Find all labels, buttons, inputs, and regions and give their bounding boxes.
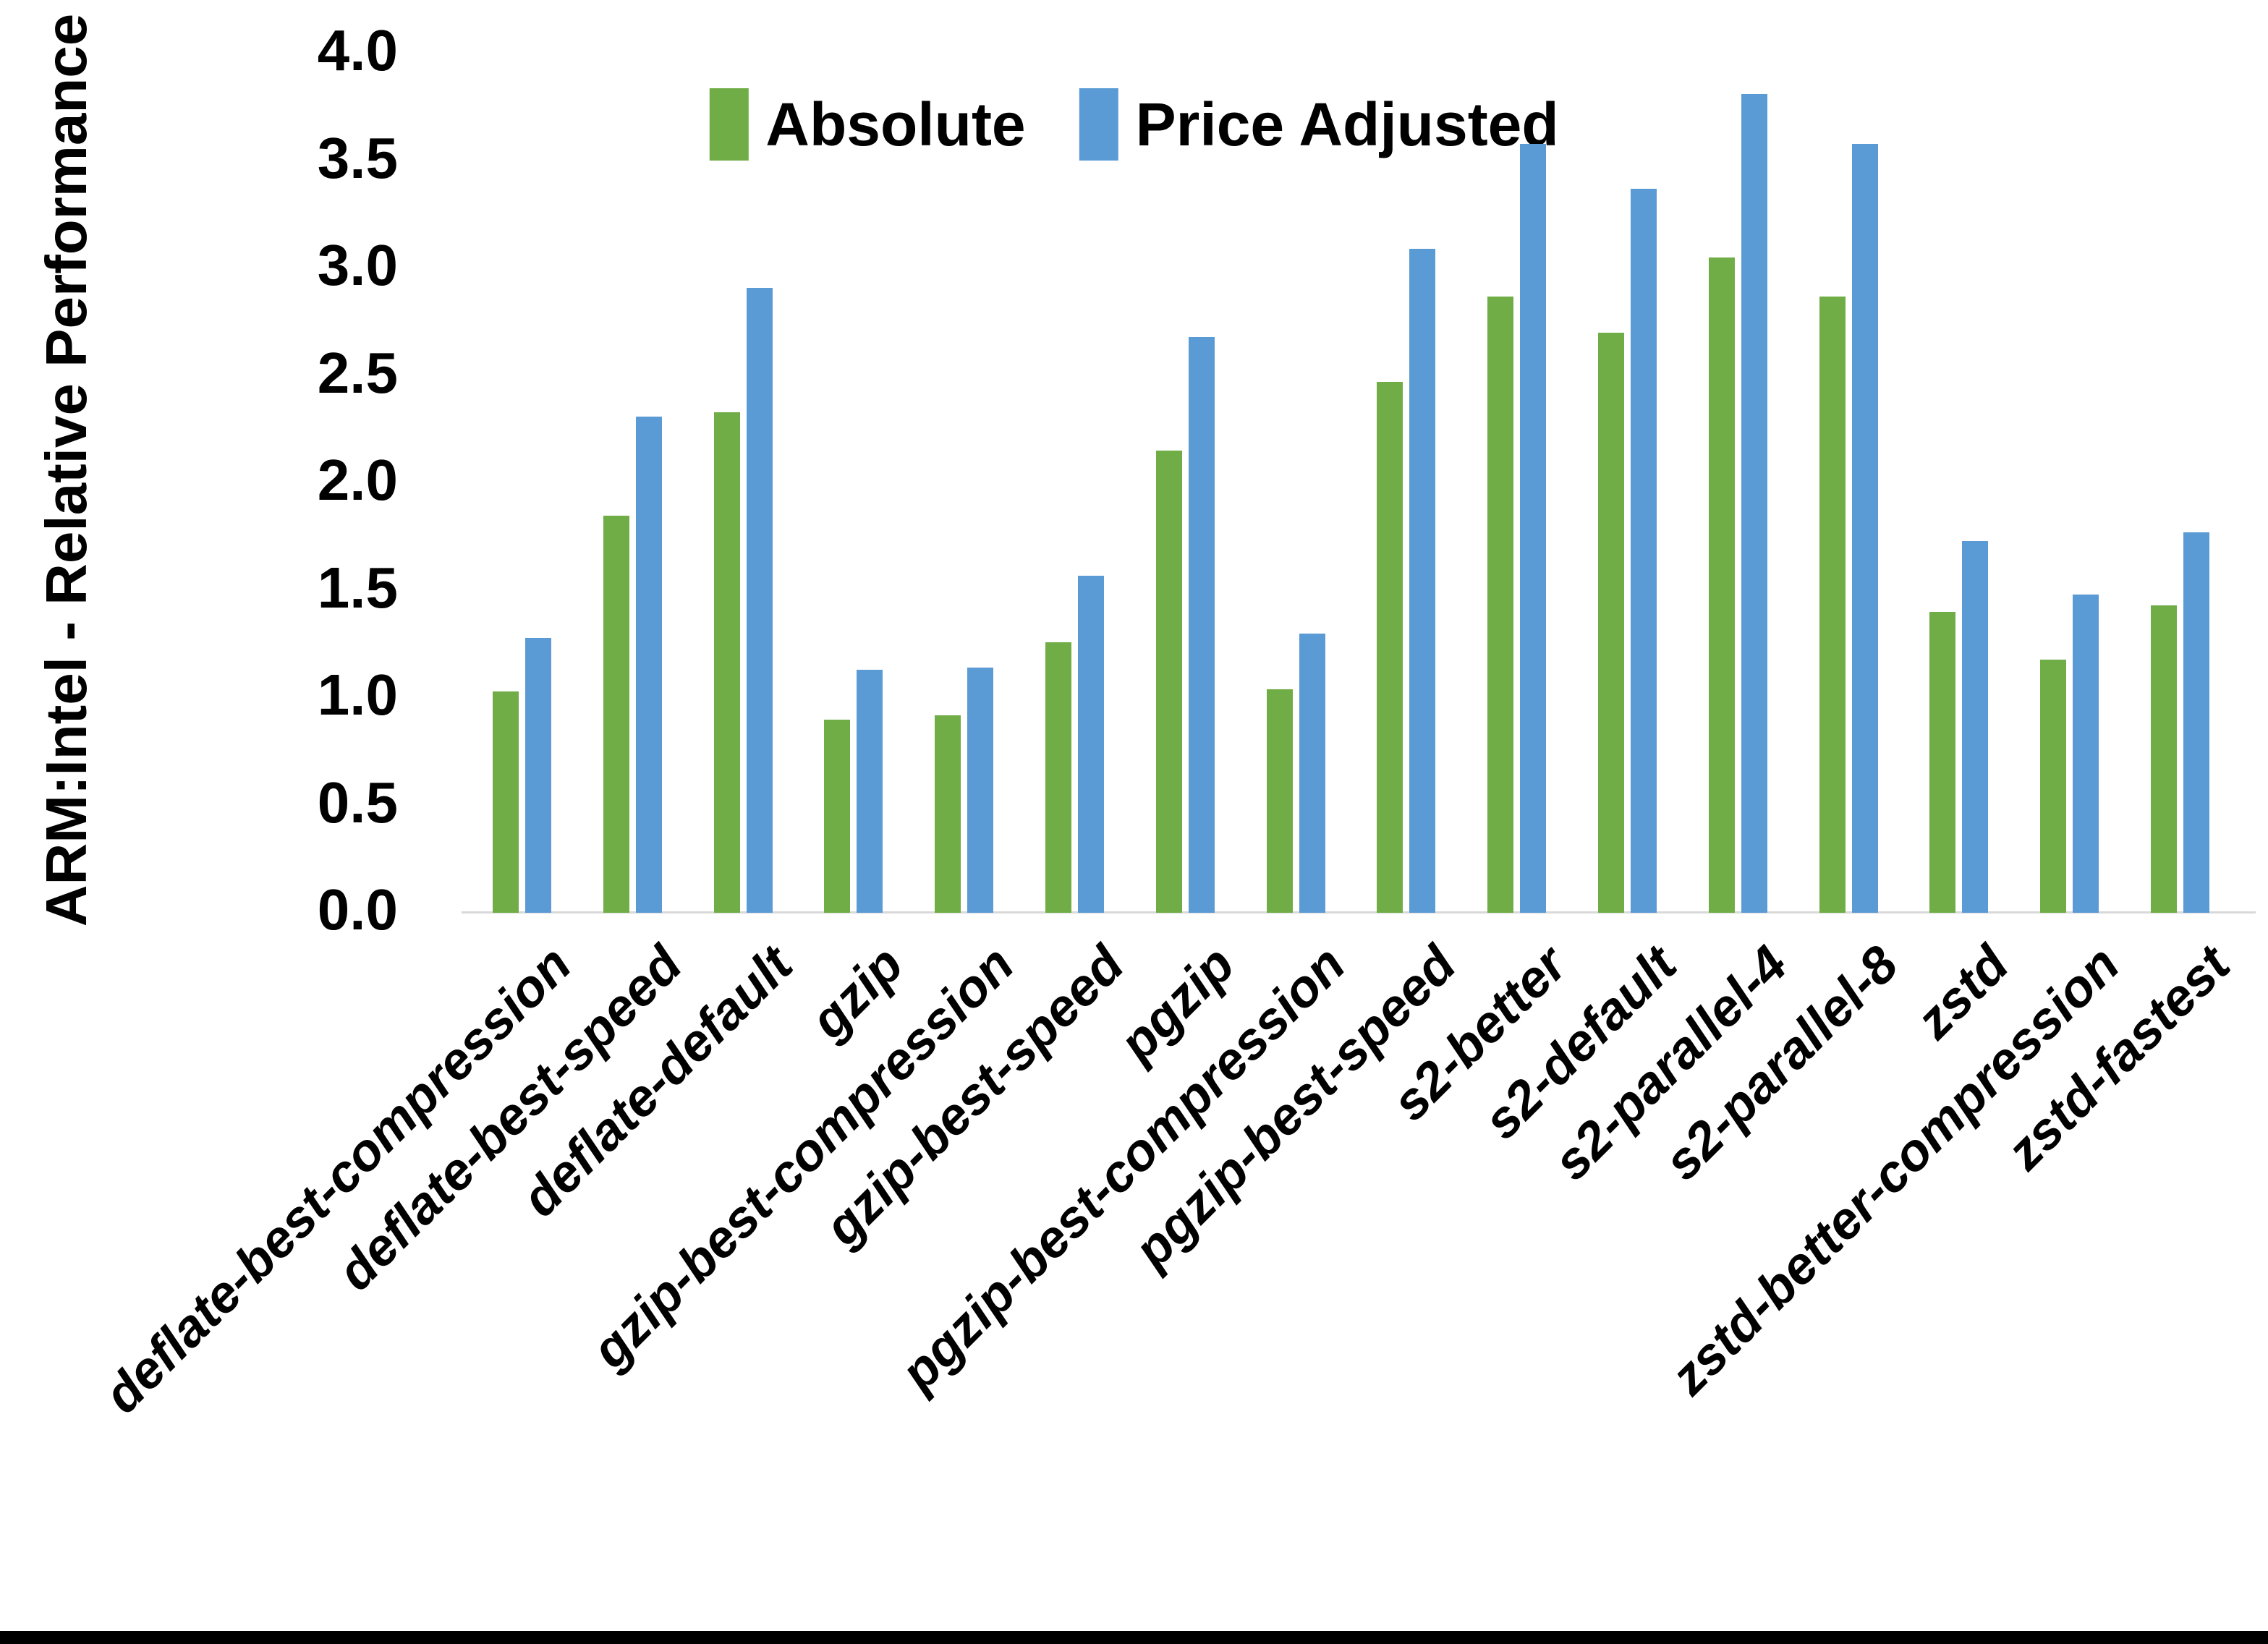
bar-price-adjusted-s2-better	[1520, 143, 1547, 913]
bar-absolute-s2-parallel-8	[1819, 296, 1846, 913]
legend-item-absolute: Absolute	[709, 88, 1026, 161]
legend-swatch-price-adjusted	[1079, 88, 1118, 161]
y-tick-label: 4.0	[317, 18, 398, 82]
bar-price-adjusted-zstd	[1962, 541, 1989, 913]
legend-label-absolute: Absolute	[765, 90, 1026, 158]
bar-price-adjusted-deflate-default	[746, 287, 773, 913]
y-tick-label: 1.0	[317, 663, 398, 727]
bar-absolute-gzip-best-speed	[1045, 642, 1071, 913]
bar-absolute-pgzip-best-compression	[1266, 689, 1293, 913]
bar-absolute-zstd-fastest	[2151, 605, 2178, 913]
bar-price-adjusted-s2-default	[1631, 189, 1657, 913]
y-tick-label: 3.5	[317, 125, 398, 190]
bar-absolute-pgzip	[1155, 451, 1182, 913]
bar-price-adjusted-gzip-best-compression	[967, 668, 994, 913]
x-category-label: deflate-best-compression	[93, 935, 583, 1425]
y-tick-label: 0.5	[317, 770, 398, 835]
bar-absolute-deflate-best-compression	[492, 691, 519, 913]
bar-absolute-s2-parallel-4	[1708, 257, 1735, 913]
bar-absolute-deflate-best-speed	[603, 515, 629, 913]
bar-price-adjusted-pgzip	[1188, 337, 1215, 913]
bar-price-adjusted-deflate-best-compression	[524, 637, 551, 913]
bar-absolute-zstd-better-compression	[2040, 659, 2067, 913]
y-axis-title: ARM:Intel - Relative Performance	[34, 13, 98, 927]
legend-item-price-adjusted: Price Adjusted	[1079, 88, 1559, 161]
legend-swatch-absolute	[709, 88, 749, 161]
y-tick-label: 0.0	[317, 877, 398, 942]
bar-price-adjusted-pgzip-best-compression	[1299, 633, 1325, 913]
bottom-border	[0, 1631, 2268, 1644]
y-tick-label: 2.5	[317, 340, 398, 405]
bar-price-adjusted-zstd-better-compression	[2073, 595, 2099, 913]
bar-price-adjusted-zstd-fastest	[2183, 532, 2210, 913]
bar-absolute-pgzip-best-speed	[1377, 382, 1403, 913]
bar-absolute-s2-better	[1487, 296, 1514, 913]
y-tick-label: 2.0	[317, 448, 398, 512]
legend: Absolute Price Adjusted	[709, 88, 1559, 161]
bar-absolute-gzip	[824, 719, 851, 913]
bar-price-adjusted-s2-parallel-4	[1741, 94, 1767, 913]
bar-absolute-deflate-default	[713, 412, 740, 913]
legend-label-price-adjusted: Price Adjusted	[1135, 90, 1559, 158]
bar-price-adjusted-gzip	[857, 670, 883, 913]
bar-absolute-gzip-best-compression	[935, 715, 961, 913]
y-tick-label: 1.5	[317, 555, 398, 620]
bar-price-adjusted-s2-parallel-8	[1851, 143, 1878, 913]
x-axis-line	[462, 911, 2256, 913]
bar-absolute-s2-default	[1598, 333, 1625, 913]
bar-price-adjusted-gzip-best-speed	[1077, 575, 1104, 913]
bar-price-adjusted-deflate-best-speed	[635, 416, 662, 913]
bar-absolute-zstd	[1929, 612, 1956, 913]
y-tick-label: 3.0	[317, 233, 398, 297]
bar-price-adjusted-pgzip-best-speed	[1409, 249, 1436, 913]
